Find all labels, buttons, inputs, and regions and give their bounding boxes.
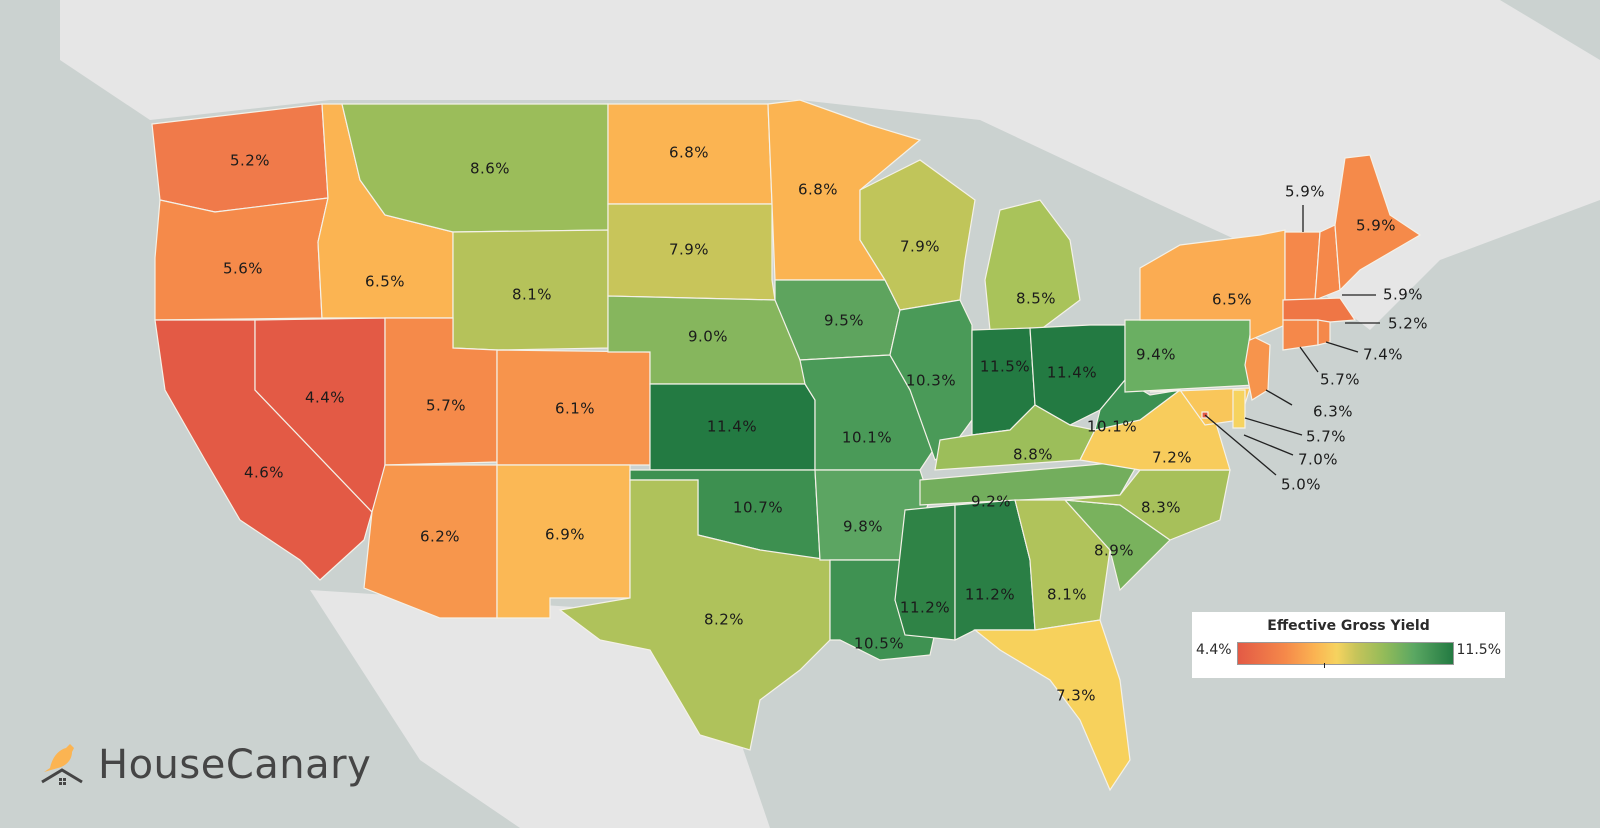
svg-text:6.5%: 6.5% xyxy=(365,273,405,291)
svg-text:10.7%: 10.7% xyxy=(733,499,783,517)
state-ms[interactable] xyxy=(894,504,956,641)
state-me[interactable] xyxy=(1334,154,1422,292)
svg-text:9.4%: 9.4% xyxy=(1136,346,1176,364)
legend-gradient-bar xyxy=(1237,642,1454,665)
svg-text:8.6%: 8.6% xyxy=(470,160,510,178)
state-tn[interactable] xyxy=(919,459,1142,506)
svg-text:5.7%: 5.7% xyxy=(1306,428,1346,446)
state-value-labels: 5.2% 5.6% 4.6% 4.4% 6.5% 8.6% 8.1% 5.7% … xyxy=(223,144,1428,705)
svg-text:9.0%: 9.0% xyxy=(688,328,728,346)
svg-text:5.7%: 5.7% xyxy=(1320,371,1360,389)
svg-text:5.9%: 5.9% xyxy=(1356,217,1396,235)
state-nm[interactable] xyxy=(496,464,631,619)
svg-text:7.0%: 7.0% xyxy=(1298,451,1338,469)
state-ky[interactable] xyxy=(934,404,1096,471)
svg-text:11.4%: 11.4% xyxy=(707,418,757,436)
svg-text:7.9%: 7.9% xyxy=(900,238,940,256)
svg-text:6.5%: 6.5% xyxy=(1212,291,1252,309)
svg-text:5.2%: 5.2% xyxy=(230,152,270,170)
brand-name: HouseCanary xyxy=(98,742,372,788)
svg-text:11.2%: 11.2% xyxy=(900,599,950,617)
svg-text:9.2%: 9.2% xyxy=(971,493,1011,511)
svg-text:6.1%: 6.1% xyxy=(555,400,595,418)
svg-text:6.8%: 6.8% xyxy=(669,144,709,162)
canada-landmass xyxy=(60,0,1600,330)
svg-text:5.9%: 5.9% xyxy=(1285,183,1325,201)
svg-text:8.1%: 8.1% xyxy=(512,286,552,304)
svg-text:8.1%: 8.1% xyxy=(1047,586,1087,604)
state-ct[interactable] xyxy=(1282,319,1319,351)
svg-text:10.5%: 10.5% xyxy=(854,635,904,653)
svg-text:7.4%: 7.4% xyxy=(1363,346,1403,364)
svg-text:5.0%: 5.0% xyxy=(1281,476,1321,494)
svg-text:10.1%: 10.1% xyxy=(842,429,892,447)
svg-text:7.3%: 7.3% xyxy=(1056,687,1096,705)
svg-text:8.9%: 8.9% xyxy=(1094,542,1134,560)
color-legend: Effective Gross Yield 4.4% 11.5% xyxy=(1192,612,1505,678)
svg-text:6.9%: 6.9% xyxy=(545,526,585,544)
svg-text:10.1%: 10.1% xyxy=(1087,418,1137,436)
svg-text:8.2%: 8.2% xyxy=(704,611,744,629)
svg-text:8.8%: 8.8% xyxy=(1013,446,1053,464)
state-ri[interactable] xyxy=(1317,319,1331,346)
legend-title: Effective Gross Yield xyxy=(1267,618,1430,634)
state-md[interactable] xyxy=(1149,387,1251,426)
state-tx[interactable] xyxy=(558,479,831,751)
svg-text:9.8%: 9.8% xyxy=(843,518,883,536)
state-ma[interactable] xyxy=(1282,297,1357,323)
svg-text:6.2%: 6.2% xyxy=(420,528,460,546)
svg-text:11.4%: 11.4% xyxy=(1047,364,1097,382)
leader-lines xyxy=(1204,205,1380,476)
state-nj[interactable] xyxy=(1244,334,1271,401)
svg-text:5.7%: 5.7% xyxy=(426,397,466,415)
svg-text:5.2%: 5.2% xyxy=(1388,315,1428,333)
svg-text:10.3%: 10.3% xyxy=(906,372,956,390)
state-vt[interactable] xyxy=(1284,231,1321,301)
legend-min-label: 4.4% xyxy=(1196,642,1232,658)
svg-text:6.3%: 6.3% xyxy=(1313,403,1353,421)
svg-text:9.5%: 9.5% xyxy=(824,312,864,330)
housecanary-logo: HouseCanary xyxy=(40,742,371,788)
svg-text:8.3%: 8.3% xyxy=(1141,499,1181,517)
svg-text:4.4%: 4.4% xyxy=(305,389,345,407)
svg-text:6.8%: 6.8% xyxy=(798,181,838,199)
svg-text:7.2%: 7.2% xyxy=(1152,449,1192,467)
legend-max-label: 11.5% xyxy=(1456,642,1501,658)
svg-text:5.9%: 5.9% xyxy=(1383,286,1423,304)
svg-text:5.6%: 5.6% xyxy=(223,260,263,278)
svg-text:11.5%: 11.5% xyxy=(980,358,1030,376)
svg-text:4.6%: 4.6% xyxy=(244,464,284,482)
svg-text:11.2%: 11.2% xyxy=(965,586,1015,604)
state-mi[interactable] xyxy=(984,199,1081,331)
svg-text:7.9%: 7.9% xyxy=(669,241,709,259)
state-sd[interactable] xyxy=(607,203,776,301)
state-de[interactable] xyxy=(1232,389,1246,429)
canary-on-house-icon xyxy=(41,744,83,785)
state-fl[interactable] xyxy=(973,619,1131,792)
legend-midpoint-tick xyxy=(1324,663,1325,668)
svg-text:8.5%: 8.5% xyxy=(1016,290,1056,308)
